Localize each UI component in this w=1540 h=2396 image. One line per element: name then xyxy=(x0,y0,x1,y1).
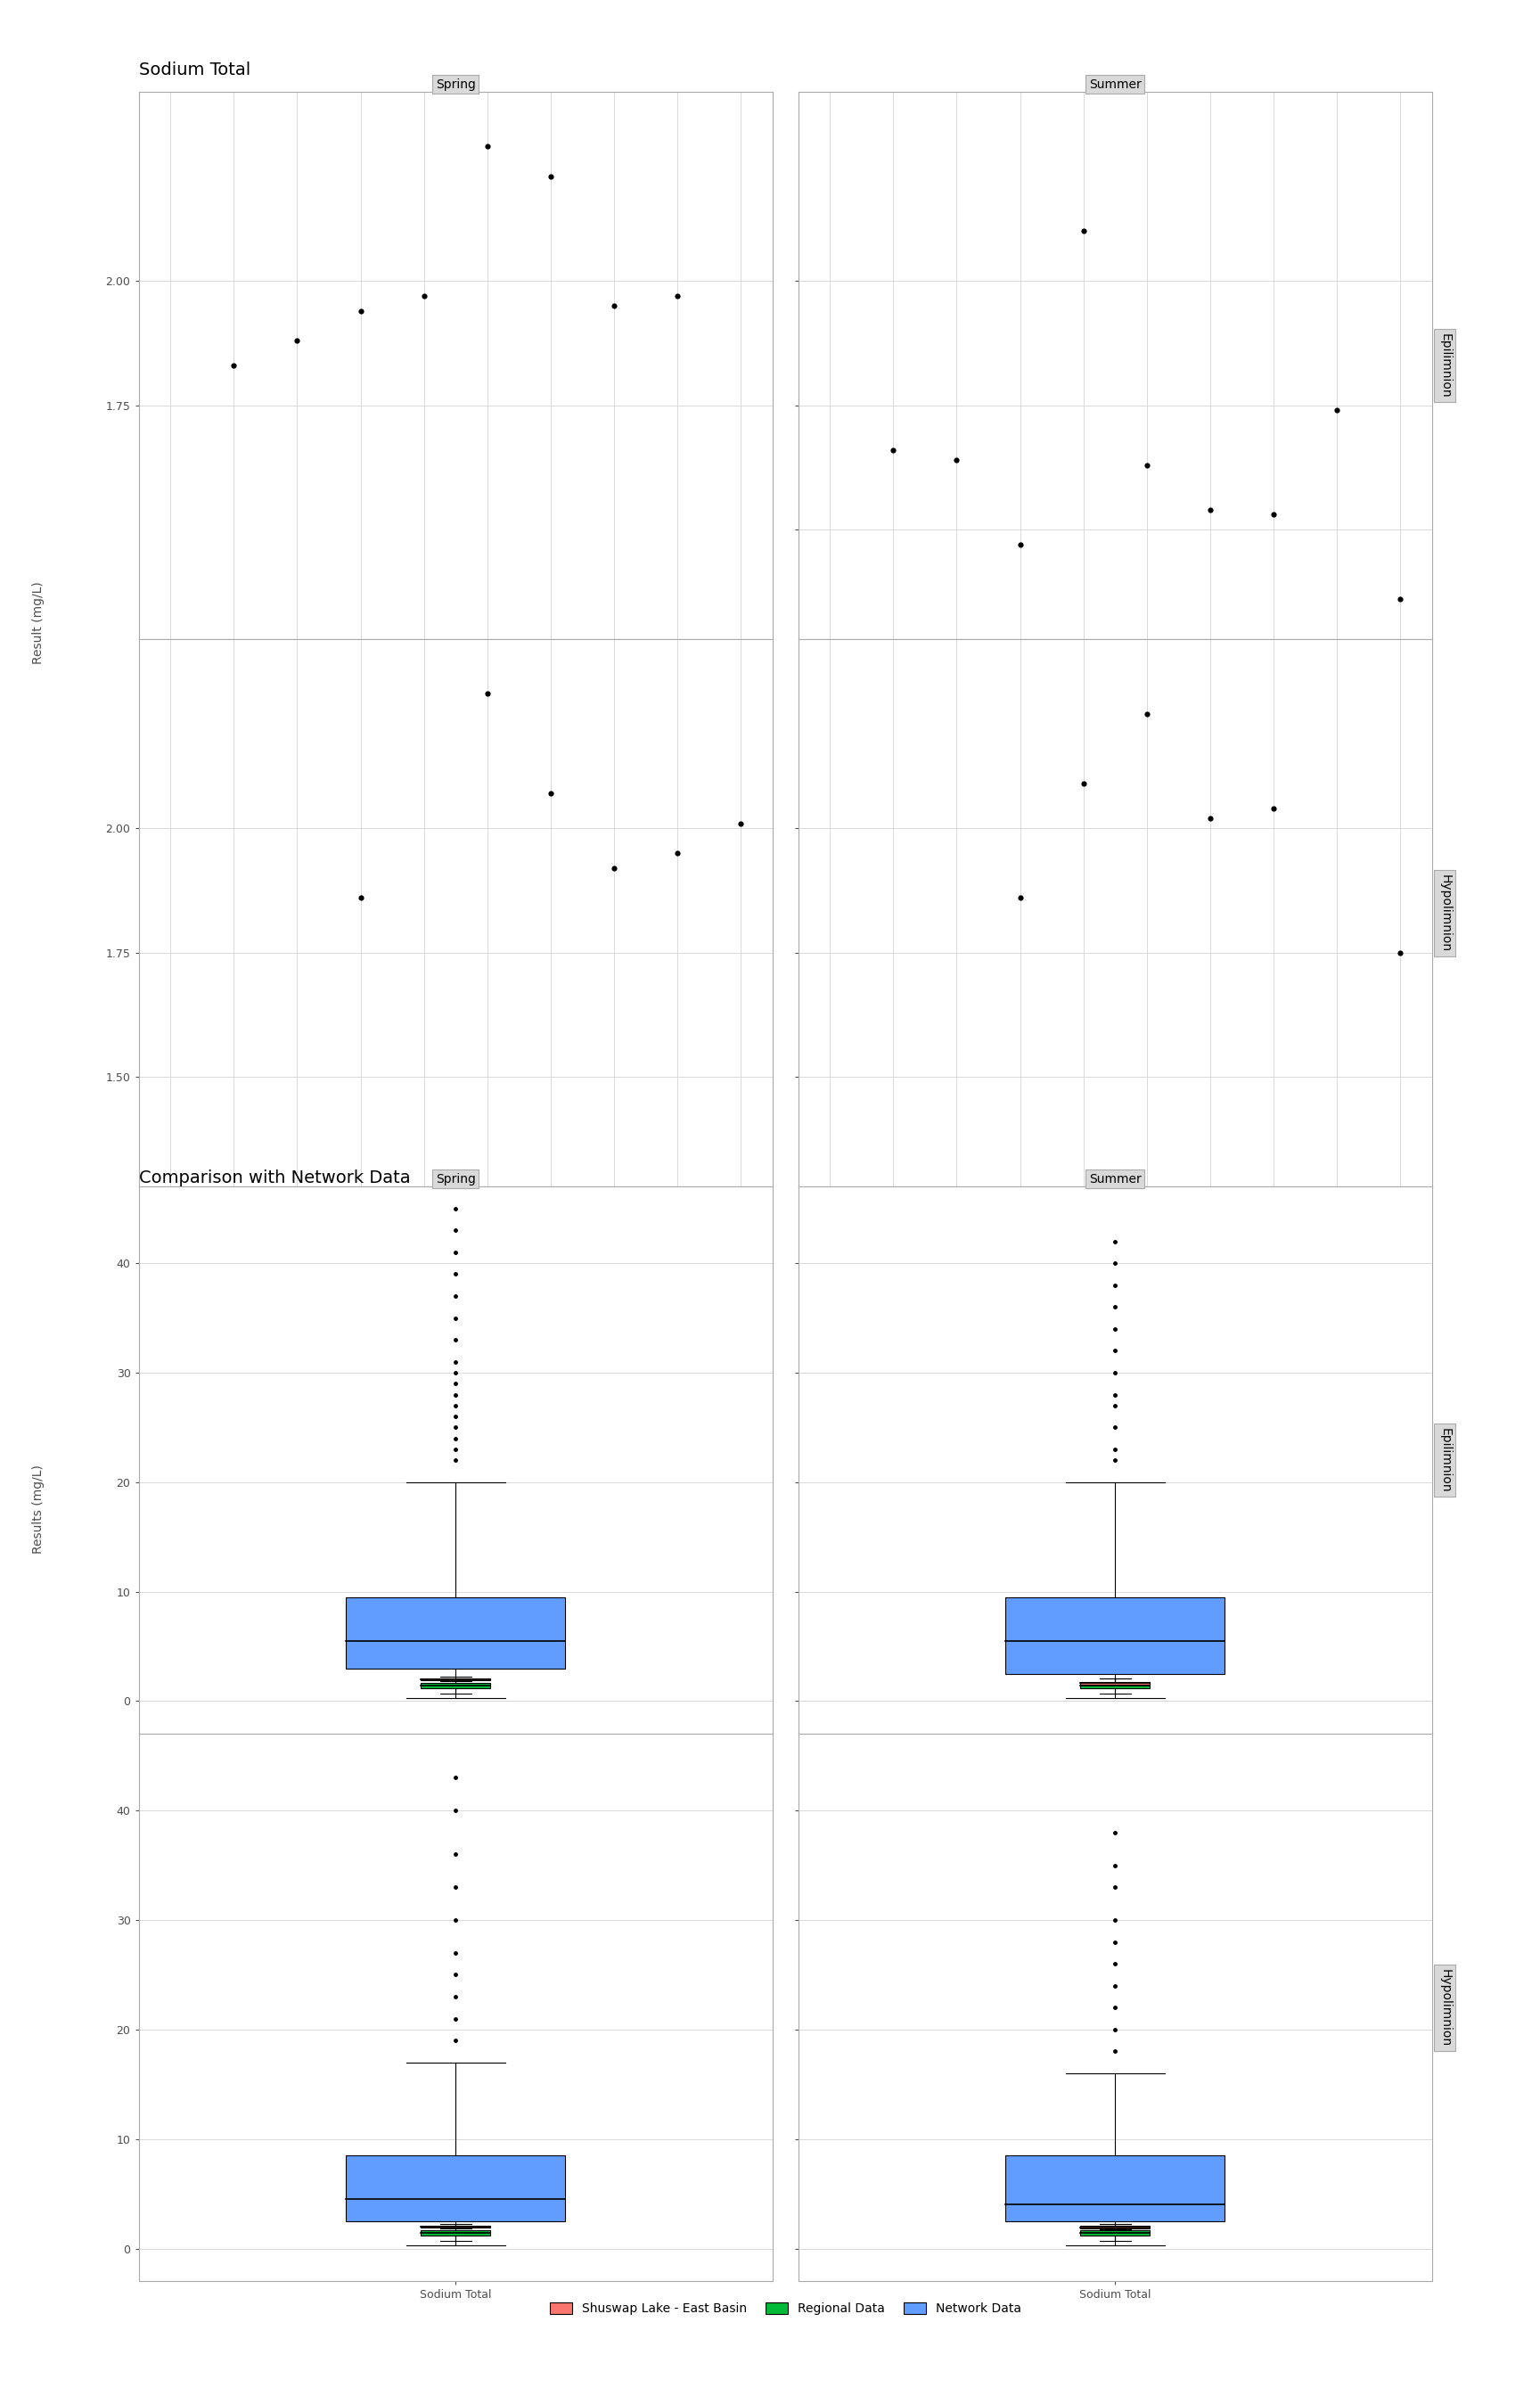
Legend: Shuswap Lake - East Basin, Regional Data, Network Data: Shuswap Lake - East Basin, Regional Data… xyxy=(550,2303,1021,2315)
Point xyxy=(728,805,753,843)
Bar xyxy=(1081,1682,1150,1687)
Text: Comparison with Network Data: Comparison with Network Data xyxy=(139,1169,410,1186)
Point xyxy=(1007,525,1032,563)
Point xyxy=(348,292,373,331)
Point xyxy=(1388,934,1412,973)
Point xyxy=(602,848,627,887)
Text: Epilimnion: Epilimnion xyxy=(1438,1428,1451,1493)
Text: Sodium Total: Sodium Total xyxy=(139,62,249,79)
Point xyxy=(411,276,436,314)
Point xyxy=(1261,496,1286,534)
Point xyxy=(881,431,906,470)
Point xyxy=(665,834,690,872)
Bar xyxy=(420,2231,490,2235)
Point xyxy=(474,127,499,165)
Title: Spring: Spring xyxy=(436,79,476,91)
Bar xyxy=(346,1598,565,1668)
Title: Summer: Summer xyxy=(1089,79,1141,91)
Point xyxy=(1324,391,1349,429)
Point xyxy=(474,676,499,714)
Bar xyxy=(1006,2156,1224,2221)
Text: Hypolimnion: Hypolimnion xyxy=(1438,875,1451,951)
Point xyxy=(1198,491,1223,530)
Bar xyxy=(1081,2231,1150,2235)
Bar xyxy=(1006,1598,1224,1675)
Point xyxy=(1135,695,1160,733)
Point xyxy=(539,158,564,196)
Bar xyxy=(420,1682,490,1687)
Point xyxy=(1072,764,1096,803)
Point xyxy=(539,774,564,812)
Text: Results (mg/L): Results (mg/L) xyxy=(32,1464,45,1555)
Point xyxy=(602,288,627,326)
Title: Summer: Summer xyxy=(1089,1174,1141,1186)
Point xyxy=(944,441,969,479)
Point xyxy=(1198,800,1223,839)
Text: Hypolimnion: Hypolimnion xyxy=(1438,1970,1451,2046)
Point xyxy=(1007,879,1032,918)
Text: Result (mg/L): Result (mg/L) xyxy=(32,582,45,664)
Point xyxy=(1261,788,1286,827)
Point xyxy=(222,347,246,386)
Point xyxy=(665,276,690,314)
Point xyxy=(348,879,373,918)
Text: Epilimnion: Epilimnion xyxy=(1438,333,1451,398)
Title: Spring: Spring xyxy=(436,1174,476,1186)
Point xyxy=(285,321,310,359)
Point xyxy=(1072,211,1096,249)
Bar xyxy=(346,2156,565,2221)
Point xyxy=(1388,580,1412,618)
Point xyxy=(1135,446,1160,484)
